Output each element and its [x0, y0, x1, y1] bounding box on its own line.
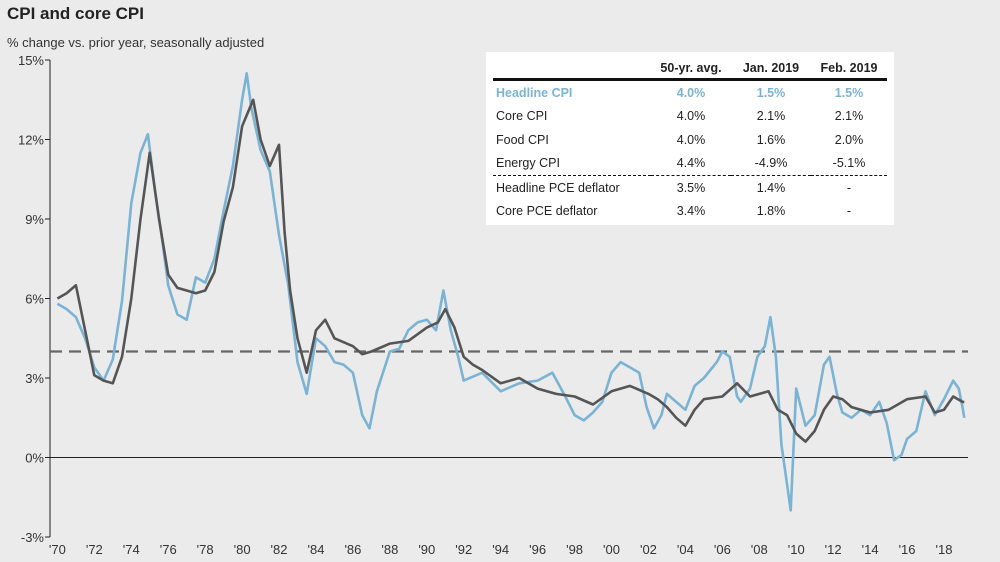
table-cell: - [846, 204, 852, 219]
y-tick-label: 6% [25, 292, 44, 307]
x-tick-label: '04 [677, 542, 694, 557]
table-row-core-pce-deflator: Core PCE deflator 3.4% 1.8% - [493, 200, 887, 224]
row-label: Energy CPI [493, 151, 651, 176]
table-row-core-cpi: Core CPI 4.0% 2.1% 2.1% [493, 105, 887, 129]
x-tick-label: '76 [160, 542, 177, 557]
table-cell: 1.6% [756, 132, 786, 147]
inflation-summary-table: 50-yr. avg. Jan. 2019 Feb. 2019 Headline… [486, 52, 894, 225]
table-cell: 2.1% [756, 109, 786, 124]
series-line-headline-cpi [56, 72, 966, 512]
x-tick-label: '72 [86, 542, 103, 557]
x-tick-label: '82 [271, 542, 288, 557]
x-tick-label: '08 [751, 542, 768, 557]
column-header: 50-yr. avg. [651, 58, 731, 81]
table-cell: 4.0% [676, 85, 706, 100]
table-cell: 1.4% [756, 180, 786, 195]
table-cell: 1.8% [756, 204, 786, 219]
y-tick-label: 12% [18, 133, 44, 148]
x-tick-label: '06 [714, 542, 731, 557]
y-tick-label: 9% [25, 212, 44, 227]
table-cell: 4.0% [676, 132, 706, 147]
y-tick-label: 0% [25, 451, 44, 466]
x-tick-label: '98 [566, 542, 583, 557]
x-tick-label: '88 [381, 542, 398, 557]
y-tick-label: -3% [21, 530, 45, 545]
table-cell: 4.0% [676, 109, 706, 124]
row-label: Headline CPI [496, 85, 573, 100]
table-cell: 1.5% [756, 85, 786, 100]
x-tick-label: '78 [197, 542, 214, 557]
table-row-food-cpi: Food CPI 4.0% 1.6% 2.0% [493, 128, 887, 152]
y-tick-marks [45, 59, 50, 538]
x-tick-label: '96 [529, 542, 546, 557]
column-header: Jan. 2019 [731, 58, 811, 81]
table-cell: 2.0% [834, 132, 864, 147]
table-cell: - [846, 180, 852, 195]
column-header: Feb. 2019 [811, 58, 887, 81]
table-row-energy-cpi: Energy CPI 4.4% -4.9% -5.1% [493, 151, 887, 176]
table-cell: 2.1% [834, 109, 864, 124]
column-header [493, 58, 651, 81]
row-label: Core PCE deflator [496, 204, 598, 219]
row-label: Food CPI [496, 132, 549, 147]
table-cell: 1.5% [834, 85, 864, 100]
x-tick-label: '14 [862, 542, 879, 557]
x-tick-label: '74 [123, 542, 140, 557]
x-tick-label: '16 [899, 542, 916, 557]
x-tick-label: '84 [308, 542, 325, 557]
chart-subtitle: % change vs. prior year, seasonally adju… [7, 35, 265, 50]
y-tick-labels: 15% 12% 9% 6% 3% 0% -3% [18, 53, 44, 545]
x-tick-label: '86 [344, 542, 361, 557]
x-tick-label: '92 [455, 542, 472, 557]
table-cell: 3.5% [676, 180, 706, 195]
x-tick-label: '90 [418, 542, 435, 557]
x-tick-label: '10 [788, 542, 805, 557]
table-cell: 4.4% [651, 151, 731, 176]
series-line-core-cpi [56, 98, 965, 443]
table-cell: 3.4% [676, 204, 706, 219]
x-tick-label: '70 [49, 542, 66, 557]
y-tick-label: 3% [25, 371, 44, 386]
x-tick-label: '80 [234, 542, 251, 557]
x-tick-labels: '70 '72 '74 '76 '78 '80 '82 '84 '86 '88 '90 '92 '94 '… [49, 542, 953, 557]
x-tick-label: '00 [603, 542, 620, 557]
chart-title: CPI and core CPI [7, 4, 144, 23]
table-cell: -4.9% [731, 151, 811, 176]
table-cell: -5.1% [811, 151, 887, 176]
x-tick-label: '18 [936, 542, 953, 557]
x-tick-label: '02 [640, 542, 657, 557]
x-tick-label: '12 [825, 542, 842, 557]
table-header-row: 50-yr. avg. Jan. 2019 Feb. 2019 [493, 58, 887, 81]
table-row-headline-pce-deflator: Headline PCE deflator 3.5% 1.4% - [493, 176, 887, 200]
row-label: Headline PCE deflator [496, 180, 620, 195]
row-label: Core CPI [496, 109, 548, 124]
table-row-headline-cpi: Headline CPI 4.0% 1.5% 1.5% [493, 80, 887, 105]
y-tick-label: 15% [18, 53, 44, 68]
x-tick-label: '94 [492, 542, 509, 557]
